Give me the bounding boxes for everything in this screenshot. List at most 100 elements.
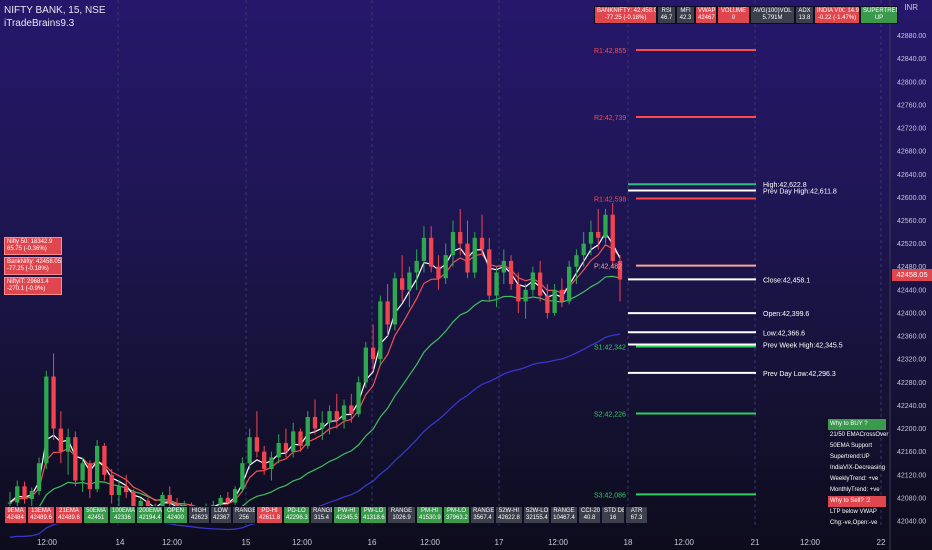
candle-body bbox=[465, 243, 470, 273]
candle-body bbox=[552, 289, 557, 313]
trend-row: Supertrend:UP bbox=[830, 454, 870, 460]
cell-label: HIGH bbox=[191, 508, 207, 514]
candle-body bbox=[240, 463, 245, 490]
y-tick-label: 42640.00 bbox=[897, 172, 926, 179]
x-tick-label: 12:00 bbox=[800, 538, 821, 547]
cell-label: ADX bbox=[798, 8, 811, 14]
y-tick-label: 42720.00 bbox=[897, 126, 926, 133]
candle-body bbox=[94, 445, 100, 490]
table-cell: PD-HI 42611.8 bbox=[256, 506, 283, 524]
y-tick-label: 42240.00 bbox=[897, 403, 926, 410]
candle-body bbox=[44, 376, 49, 464]
cell-label: PM-LO bbox=[446, 508, 466, 514]
x-tick-label: 17 bbox=[495, 538, 504, 547]
cell-label: 200EMA bbox=[139, 508, 163, 514]
trend-row: IndiaVIX-Decreasing bbox=[830, 465, 886, 471]
level-label-resistance: R1:42,855 bbox=[594, 48, 626, 55]
cell-value: 5.791M bbox=[762, 15, 783, 21]
last-price-tag: 42458.05 bbox=[892, 269, 932, 281]
cell-value: UP bbox=[874, 15, 884, 21]
cell-label: PD-HI bbox=[261, 508, 278, 514]
x-tick-label: 12:00 bbox=[292, 538, 313, 547]
trend-row: LTP below VWAP bbox=[830, 509, 877, 515]
table-cell: 100EMA 42336 bbox=[109, 506, 136, 524]
table-cell: AVG(100)VOL 5.791M bbox=[750, 6, 795, 24]
y-tick-label: 42600.00 bbox=[897, 195, 926, 202]
table-cell: PD-LO 42296.3 bbox=[283, 506, 310, 524]
candle-body bbox=[349, 405, 354, 415]
y-tick-label: 42440.00 bbox=[897, 287, 926, 294]
table-cell: 13EMA 42489.6 bbox=[27, 506, 55, 524]
table-cell: MFI 42.3 bbox=[676, 6, 695, 24]
y-tick-label: 42400.00 bbox=[897, 310, 926, 317]
cell-value: 46.7 bbox=[660, 15, 673, 21]
index-box: NiftyIT: 29681.4 -270.1 (-0.9%) bbox=[4, 277, 62, 295]
candle-body bbox=[508, 260, 514, 285]
candle-body bbox=[581, 243, 586, 256]
candle-body bbox=[421, 237, 427, 261]
candle-body bbox=[596, 232, 601, 238]
table-cell: PM-LO 37963.2 bbox=[443, 506, 470, 524]
level-label-resistance: R2:42,739 bbox=[594, 115, 626, 122]
cell-value: 42400 bbox=[167, 515, 184, 521]
cell-label: AVG(100)VOL bbox=[753, 8, 792, 14]
candle-body bbox=[516, 284, 521, 302]
key-line-label: High:42,622.8 bbox=[763, 182, 807, 189]
ema-slow-line bbox=[9, 275, 621, 515]
cell-value: 42489.6 bbox=[30, 515, 52, 521]
cell-value: 42336 bbox=[114, 515, 131, 521]
candle-body bbox=[567, 266, 572, 302]
candle-body bbox=[269, 457, 274, 469]
candle-body bbox=[22, 486, 27, 500]
candle-body bbox=[211, 504, 216, 507]
cell-label: 21EMA bbox=[59, 508, 79, 514]
y-tick-label: 42800.00 bbox=[897, 79, 926, 86]
x-tick-label: 15 bbox=[242, 538, 251, 547]
indicator-name: iTradeBrains9.3 bbox=[4, 18, 75, 29]
table-cell: 52W-LO 32155.4 bbox=[523, 506, 550, 524]
x-tick-label: 12:00 bbox=[420, 538, 441, 547]
candle-body bbox=[574, 255, 579, 267]
level-label-resistance: R1:42,598 bbox=[594, 197, 626, 204]
candle-body bbox=[73, 437, 78, 481]
cell-label: 13EMA bbox=[31, 508, 51, 514]
x-tick-label: 18 bbox=[624, 538, 633, 547]
cell-value: 3567.4 bbox=[473, 515, 492, 521]
table-cell: CCI-20 40.8 bbox=[578, 506, 601, 524]
table-cell: 50EMA 42451 bbox=[83, 506, 109, 524]
table-cell: INDIA VIX: 14.98 -0.22 (-1.47%) bbox=[814, 6, 860, 24]
cell-value: 37963.2 bbox=[446, 515, 468, 521]
y-tick-label: 42280.00 bbox=[897, 380, 926, 387]
x-tick-label: 12:00 bbox=[548, 538, 569, 547]
candle-body bbox=[109, 474, 114, 495]
table-cell: ATR 67.3 bbox=[625, 506, 648, 524]
candle-body bbox=[472, 237, 477, 273]
key-line-label: Prev Week High:42,345.5 bbox=[763, 342, 843, 349]
key-line-label: Close:42,458.1 bbox=[763, 277, 810, 284]
candle-body bbox=[305, 416, 310, 446]
candle-body bbox=[29, 490, 34, 500]
candle-body bbox=[530, 272, 536, 290]
y-tick-label: 42760.00 bbox=[897, 102, 926, 109]
candle-body bbox=[225, 497, 231, 503]
index-name: NiftyIT: 29681.4 bbox=[7, 279, 49, 285]
index-change: 65.75 (-0.36%) bbox=[7, 246, 47, 252]
x-tick-label: 16 bbox=[368, 538, 377, 547]
index-box: Nifty 50: 18342.9 65.75 (-0.36%) bbox=[4, 237, 62, 255]
cell-label: PW-LO bbox=[363, 508, 384, 514]
table-cell: 52W-HI 42622.8 bbox=[495, 506, 523, 524]
candle-body bbox=[51, 376, 56, 429]
x-tick-label: 12:00 bbox=[162, 538, 183, 547]
x-tick-label: 14 bbox=[116, 538, 125, 547]
candle-body bbox=[160, 494, 165, 516]
x-tick-label: 21 bbox=[751, 538, 760, 547]
cell-label: PD-LO bbox=[287, 508, 306, 514]
candle-body bbox=[610, 214, 615, 261]
cell-value: 42.3 bbox=[679, 15, 692, 21]
x-tick-label: 22 bbox=[877, 538, 886, 547]
candle-body bbox=[603, 214, 608, 238]
candle-body bbox=[385, 301, 390, 325]
cell-label: 52W-HI bbox=[498, 508, 520, 514]
